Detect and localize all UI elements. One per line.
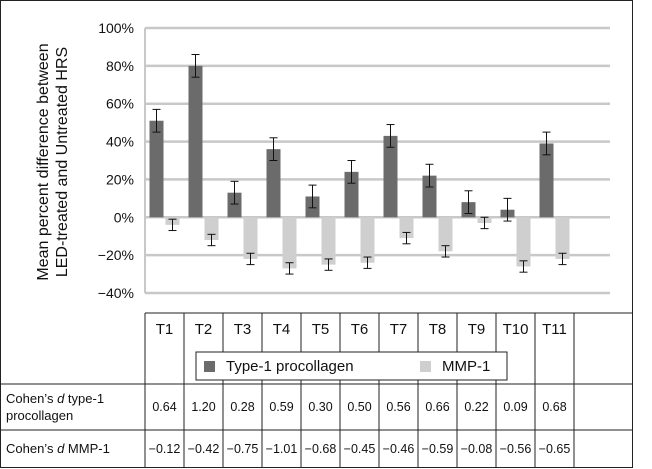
error-bar-type1-procollagen xyxy=(269,137,278,161)
bar-mmp1 xyxy=(438,217,453,252)
y-axis: −40% −20% 0% 20% 40% 60% 80% 100% xyxy=(98,20,146,301)
table-cell: −0.12 xyxy=(149,442,181,456)
category-label: T5 xyxy=(312,321,330,338)
table-cell: −1.01 xyxy=(266,442,298,456)
error-bar-type1-procollagen xyxy=(386,124,395,148)
error-bar-type1-procollagen xyxy=(230,180,239,205)
table-cell: −0.59 xyxy=(422,442,454,456)
category-label: T2 xyxy=(195,321,213,338)
table-row-label: Cohen’s d type-1 xyxy=(6,391,104,406)
error-bar-mmp1 xyxy=(480,216,489,230)
y-tick-label: −20% xyxy=(98,247,134,263)
y-tick-label: 0% xyxy=(114,209,134,225)
error-bar-type1-procollagen xyxy=(425,163,434,188)
error-bar-type1-procollagen xyxy=(464,190,473,214)
category-label: T7 xyxy=(390,321,408,338)
table-cell: 0.22 xyxy=(464,400,488,414)
legend-swatch-mmp1 xyxy=(420,361,431,372)
table-cell: 0.68 xyxy=(542,400,566,414)
gridlines xyxy=(145,26,610,295)
table-cell: 0.56 xyxy=(386,400,410,414)
y-tick-label: −40% xyxy=(98,285,134,301)
bar-type1-procollagen xyxy=(188,65,203,218)
bar-mmp1 xyxy=(282,217,297,269)
y-tick-label: 40% xyxy=(106,134,134,150)
bar-type1-procollagen xyxy=(227,192,242,218)
error-bar-mmp1 xyxy=(285,262,294,275)
error-bar-mmp1 xyxy=(168,218,177,232)
legend-swatch-type1-procollagen xyxy=(204,361,215,372)
table-cell: −0.75 xyxy=(227,442,259,456)
table-cell: −0.46 xyxy=(383,442,415,456)
bar-type1-procollagen xyxy=(149,120,164,218)
y-tick-label: 80% xyxy=(106,58,134,74)
category-label: T8 xyxy=(429,321,447,338)
category-label: T9 xyxy=(468,321,486,338)
legend: Type-1 procollagen MMP-1 xyxy=(195,351,508,381)
table-cell: 1.20 xyxy=(191,400,215,414)
table-cell: 0.28 xyxy=(230,400,254,414)
error-bar-type1-procollagen xyxy=(542,131,551,156)
bar-mmp1 xyxy=(243,217,258,259)
category-label: T1 xyxy=(156,321,174,338)
error-bar-mmp1 xyxy=(519,260,528,273)
table-cell: −0.08 xyxy=(461,442,493,456)
legend-label-type1-procollagen: Type-1 procollagen xyxy=(226,358,354,375)
error-bar-type1-procollagen xyxy=(347,160,356,184)
bars xyxy=(149,54,570,275)
table-cell: −0.42 xyxy=(188,442,220,456)
error-bar-type1-procollagen xyxy=(152,108,161,133)
error-bar-type1-procollagen xyxy=(308,184,317,209)
category-label: T4 xyxy=(273,321,291,338)
bar-type1-procollagen xyxy=(266,149,281,218)
table-cell: 0.50 xyxy=(347,400,371,414)
category-label: T10 xyxy=(503,321,529,338)
error-bar-mmp1 xyxy=(558,252,567,266)
bar-mmp1 xyxy=(321,217,336,265)
table-cell: −0.56 xyxy=(500,442,532,456)
error-bar-type1-procollagen xyxy=(191,54,200,78)
data-table: T1 T2 T3 T4 T5 T6 T7 T8 T9 T10 T11 Cohen’s d type-1… xyxy=(0,312,633,468)
table-cell: 0.66 xyxy=(425,400,449,414)
table-cell: 0.09 xyxy=(503,400,527,414)
error-bar-type1-procollagen xyxy=(503,197,512,222)
table-row-label: Cohen’s d MMP-1 xyxy=(6,441,110,456)
bar-mmp1 xyxy=(360,217,375,263)
table-cell: 0.59 xyxy=(269,400,293,414)
bar-type1-procollagen xyxy=(383,135,398,218)
error-bar-mmp1 xyxy=(402,231,411,245)
table-cell: −0.68 xyxy=(305,442,337,456)
table-cell: 0.64 xyxy=(152,400,176,414)
error-bar-mmp1 xyxy=(441,245,450,258)
table-cell: 0.30 xyxy=(308,400,332,414)
bar-mmp1 xyxy=(516,217,531,267)
legend-box xyxy=(195,351,508,381)
table-cell: −0.65 xyxy=(539,442,571,456)
table-cell: −0.45 xyxy=(344,442,376,456)
y-tick-label: 20% xyxy=(106,171,134,187)
legend-label-mmp1: MMP-1 xyxy=(442,358,490,375)
error-bar-mmp1 xyxy=(363,256,372,269)
error-bar-mmp1 xyxy=(207,233,216,247)
y-axis-label-line-2: LED-treated and Untreated HRS xyxy=(54,47,71,277)
error-bar-mmp1 xyxy=(246,252,255,266)
bar-type1-procollagen xyxy=(422,175,437,218)
bar-type1-procollagen xyxy=(539,143,554,218)
category-label: T11 xyxy=(542,321,567,338)
table-row-label-cont: procollagen xyxy=(6,408,73,423)
error-bar-mmp1 xyxy=(324,258,333,271)
category-label: T6 xyxy=(351,321,369,338)
y-tick-label: 100% xyxy=(98,20,134,36)
y-axis-label-line-1: Mean percent difference between xyxy=(35,43,52,280)
bar-mmp1 xyxy=(555,217,570,259)
y-tick-label: 60% xyxy=(106,96,134,112)
category-label: T3 xyxy=(234,321,252,338)
